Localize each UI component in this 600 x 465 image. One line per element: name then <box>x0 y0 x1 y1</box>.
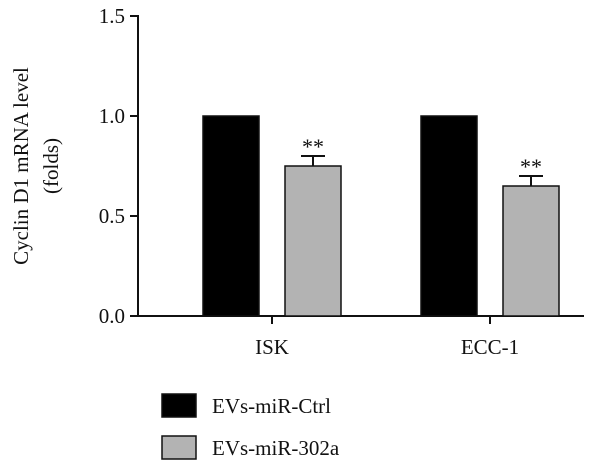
y-tick-label: 1.5 <box>99 4 125 28</box>
x-tick-label: ISK <box>255 335 289 359</box>
bar-ctrl <box>202 115 260 317</box>
legend-swatch <box>161 393 197 418</box>
legend-swatch <box>161 435 197 460</box>
y-axis-label-line-1: Cyclin D1 mRNA level <box>9 67 33 265</box>
y-tick-label: 1.0 <box>99 104 125 128</box>
x-tick-label: ECC-1 <box>461 335 519 359</box>
axes: 0.0 0.5 1.0 1.5 ISK ECC-1 <box>99 4 584 359</box>
y-tick-label: 0.0 <box>99 304 125 328</box>
bar-ctrl <box>420 115 478 317</box>
annotations: ** ** <box>302 134 542 179</box>
legend-label: EVs-miR-302a <box>212 436 340 460</box>
y-tick-label: 0.5 <box>99 204 125 228</box>
y-axis-label-line-2: (folds) <box>39 138 63 194</box>
bar-mir302a <box>284 165 342 317</box>
bars <box>202 115 560 317</box>
bar-mir302a <box>502 185 560 317</box>
legend: EVs-miR-Ctrl EVs-miR-302a <box>161 393 340 460</box>
legend-label: EVs-miR-Ctrl <box>212 394 331 418</box>
significance-label: ** <box>520 154 542 179</box>
significance-label: ** <box>302 134 324 159</box>
y-axis-label: Cyclin D1 mRNA level (folds) <box>9 67 63 265</box>
